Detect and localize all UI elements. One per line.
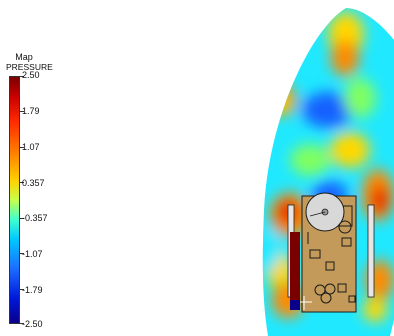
mount-bracket bbox=[300, 296, 312, 310]
legend-tick bbox=[20, 289, 24, 290]
legend-tick bbox=[20, 323, 24, 324]
wheel-disc bbox=[305, 192, 345, 232]
legend-tick-label: 1.79 bbox=[22, 106, 40, 116]
legend-tick bbox=[20, 218, 24, 219]
legend-tick bbox=[20, 182, 24, 183]
legend-tick-label: -1.07 bbox=[22, 249, 43, 259]
legend-tick-label: 2.50 bbox=[22, 70, 40, 80]
legend-tick-label: 1.07 bbox=[22, 142, 40, 152]
legend-variable-name: PRESSURE bbox=[6, 62, 53, 72]
color-scale-bar bbox=[9, 76, 20, 324]
legend-tick-label: -1.79 bbox=[22, 285, 43, 295]
legend-title: Map bbox=[15, 52, 33, 62]
legend-tick-label: 0.357 bbox=[22, 178, 45, 188]
legend-tick bbox=[20, 253, 24, 254]
color-legend: Map PRESSURE 2.50 1.79 1.07 0.357 -0.357… bbox=[0, 0, 80, 336]
side-panels bbox=[287, 204, 375, 310]
legend-tick bbox=[20, 111, 24, 112]
legend-tick-label: -2.50 bbox=[22, 319, 43, 329]
legend-tick bbox=[20, 147, 24, 148]
legend-tick bbox=[20, 76, 24, 77]
pressure-map-view bbox=[262, 8, 394, 336]
legend-tick-label: -0.357 bbox=[22, 213, 48, 223]
